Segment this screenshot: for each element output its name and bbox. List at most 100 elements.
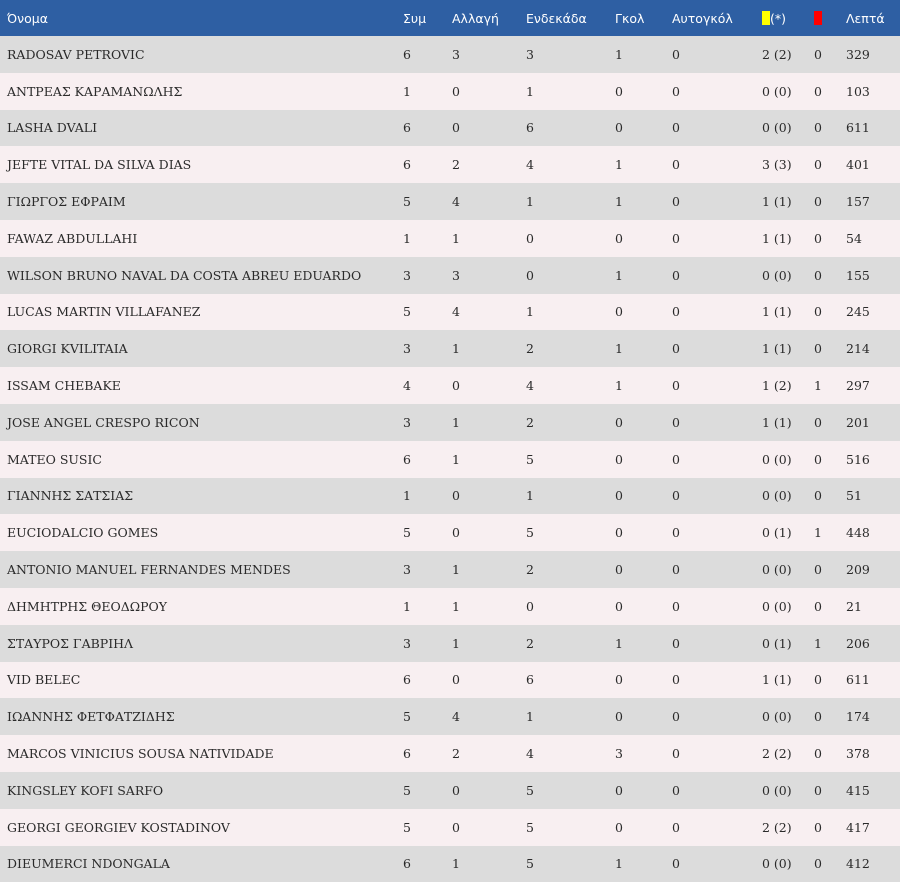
own-goals-cell: 0 bbox=[672, 856, 680, 872]
apps-cell: 1 bbox=[403, 488, 411, 504]
minutes-cell: 54 bbox=[846, 230, 862, 246]
red-cards-cell: 1 bbox=[814, 525, 822, 541]
red-cards-cell: 0 bbox=[814, 194, 822, 210]
lineup-cell: 2 bbox=[526, 635, 534, 651]
yellow-cards-cell: 1 (1) bbox=[762, 672, 792, 688]
lineup-cell: 5 bbox=[526, 856, 534, 872]
col-header-apps[interactable]: Συμ bbox=[403, 10, 427, 26]
yellow-cards-cell: 0 (0) bbox=[762, 709, 792, 725]
red-cards-cell: 0 bbox=[814, 120, 822, 136]
red-cards-cell: 0 bbox=[814, 819, 822, 835]
apps-cell: 3 bbox=[403, 341, 411, 357]
minutes-cell: 412 bbox=[846, 856, 870, 872]
player-name[interactable]: MATEO SUSIC bbox=[7, 451, 102, 467]
player-name[interactable]: ANTONIO MANUEL FERNANDES MENDES bbox=[7, 562, 291, 578]
col-header-yellow-cards[interactable]: (*) bbox=[762, 0, 814, 36]
player-name[interactable]: FAWAZ ABDULLAHI bbox=[7, 230, 138, 246]
sub-cell: 1 bbox=[452, 598, 460, 614]
col-header-minutes[interactable]: Λεπτά bbox=[846, 10, 885, 26]
player-name[interactable]: ΙΩΑΝΝΗΣ ΦΕΤΦΑΤΖΙΔΗΣ bbox=[7, 709, 175, 725]
player-name[interactable]: VID BELEC bbox=[7, 672, 81, 688]
player-name[interactable]: LUCAS MARTIN VILLAFANEZ bbox=[7, 304, 201, 320]
player-name[interactable]: JOSE ANGEL CRESPO RICON bbox=[7, 414, 200, 430]
table-row: JEFTE VITAL DA SILVA DIAS 6 2 4 1 0 3 (3) 0 401 bbox=[0, 146, 900, 184]
red-cards-cell: 0 bbox=[814, 746, 822, 762]
minutes-cell: 245 bbox=[846, 304, 870, 320]
table-row: FAWAZ ABDULLAHI 1 1 0 0 0 1 (1) 0 54 bbox=[0, 219, 900, 257]
goals-cell: 0 bbox=[615, 451, 623, 467]
apps-cell: 5 bbox=[403, 525, 411, 541]
goals-cell: 0 bbox=[615, 304, 623, 320]
table-row: LASHA DVALI 6 0 6 0 0 0 (0) 0 611 bbox=[0, 109, 900, 147]
own-goals-cell: 0 bbox=[672, 341, 680, 357]
yellow-cards-cell: 0 (0) bbox=[762, 856, 792, 872]
player-name[interactable]: GEORGI GEORGIEV KOSTADINOV bbox=[7, 819, 230, 835]
player-name[interactable]: ISSAM CHEBAKE bbox=[7, 378, 121, 394]
player-name[interactable]: GIORGI KVILITAIA bbox=[7, 341, 128, 357]
player-name[interactable]: WILSON BRUNO NAVAL DA COSTA ABREU EDUARD… bbox=[7, 267, 362, 283]
sub-cell: 1 bbox=[452, 341, 460, 357]
goals-cell: 0 bbox=[615, 819, 623, 835]
lineup-cell: 4 bbox=[526, 378, 534, 394]
table-row: ΙΩΑΝΝΗΣ ΦΕΤΦΑΤΖΙΔΗΣ 5 4 1 0 0 0 (0) 0 174 bbox=[0, 698, 900, 736]
own-goals-cell: 0 bbox=[672, 451, 680, 467]
col-header-name[interactable]: Όνομα bbox=[7, 10, 48, 26]
player-name[interactable]: RADOSAV PETROVIC bbox=[7, 46, 145, 62]
goals-cell: 1 bbox=[615, 378, 623, 394]
lineup-cell: 2 bbox=[526, 341, 534, 357]
lineup-cell: 0 bbox=[526, 230, 534, 246]
goals-cell: 0 bbox=[615, 488, 623, 504]
red-cards-cell: 0 bbox=[814, 451, 822, 467]
red-cards-cell: 0 bbox=[814, 304, 822, 320]
player-name[interactable]: ΣΤΑΥΡΟΣ ΓΑΒΡΙΗΛ bbox=[7, 635, 134, 651]
apps-cell: 6 bbox=[403, 856, 411, 872]
col-header-goals[interactable]: Γκολ bbox=[615, 10, 645, 26]
sub-cell: 1 bbox=[452, 562, 460, 578]
own-goals-cell: 0 bbox=[672, 672, 680, 688]
lineup-cell: 2 bbox=[526, 562, 534, 578]
lineup-cell: 1 bbox=[526, 83, 534, 99]
col-header-lineup[interactable]: Ενδεκάδα bbox=[526, 10, 587, 26]
player-name[interactable]: ΔΗΜΗΤΡΗΣ ΘΕΟΔΩΡΟΥ bbox=[7, 598, 168, 614]
apps-cell: 6 bbox=[403, 672, 411, 688]
player-name[interactable]: KINGSLEY KOFI SARFO bbox=[7, 782, 164, 798]
player-name[interactable]: JEFTE VITAL DA SILVA DIAS bbox=[7, 157, 192, 173]
own-goals-cell: 0 bbox=[672, 378, 680, 394]
own-goals-cell: 0 bbox=[672, 635, 680, 651]
sub-cell: 1 bbox=[452, 414, 460, 430]
player-name[interactable]: LASHA DVALI bbox=[7, 120, 98, 136]
apps-cell: 3 bbox=[403, 635, 411, 651]
yellow-cards-cell: 0 (0) bbox=[762, 83, 792, 99]
col-header-sub[interactable]: Αλλαγή bbox=[452, 10, 499, 26]
minutes-cell: 329 bbox=[846, 46, 870, 62]
col-header-red-cards[interactable] bbox=[814, 0, 846, 36]
own-goals-cell: 0 bbox=[672, 267, 680, 283]
lineup-cell: 4 bbox=[526, 746, 534, 762]
red-cards-cell: 0 bbox=[814, 157, 822, 173]
yellow-cards-cell: 0 (0) bbox=[762, 451, 792, 467]
col-header-own-goals[interactable]: Αυτογκόλ bbox=[672, 10, 733, 26]
player-name[interactable]: ΓΙΑΝΝΗΣ ΣΑΤΣΙΑΣ bbox=[7, 488, 134, 504]
apps-cell: 5 bbox=[403, 304, 411, 320]
apps-cell: 1 bbox=[403, 83, 411, 99]
player-name[interactable]: EUCIODALCIO GOMES bbox=[7, 525, 159, 541]
goals-cell: 0 bbox=[615, 525, 623, 541]
table-body: RADOSAV PETROVIC 6 3 3 1 0 2 (2) 0 329 ΑΝΤΡΕΑΣ ΚΑ… bbox=[0, 36, 900, 882]
minutes-cell: 297 bbox=[846, 378, 870, 394]
player-name[interactable]: MARCOS VINICIUS SOUSA NATIVIDADE bbox=[7, 746, 274, 762]
yellow-cards-cell: 0 (0) bbox=[762, 267, 792, 283]
own-goals-cell: 0 bbox=[672, 120, 680, 136]
player-name[interactable]: ΑΝΤΡΕΑΣ ΚΑΡΑΜΑΝΩΛΗΣ bbox=[7, 83, 183, 99]
minutes-cell: 417 bbox=[846, 819, 870, 835]
table-row: VID BELEC 6 0 6 0 0 1 (1) 0 611 bbox=[0, 661, 900, 699]
apps-cell: 3 bbox=[403, 267, 411, 283]
sub-cell: 2 bbox=[452, 157, 460, 173]
yellow-cards-cell: 3 (3) bbox=[762, 157, 792, 173]
lineup-cell: 0 bbox=[526, 267, 534, 283]
lineup-cell: 4 bbox=[526, 157, 534, 173]
goals-cell: 0 bbox=[615, 562, 623, 578]
goals-cell: 1 bbox=[615, 341, 623, 357]
player-name[interactable]: ΓΙΩΡΓΟΣ ΕΦΡΑΙΜ bbox=[7, 194, 126, 210]
player-name[interactable]: DIEUMERCI NDONGALA bbox=[7, 856, 170, 872]
sub-cell: 2 bbox=[452, 746, 460, 762]
